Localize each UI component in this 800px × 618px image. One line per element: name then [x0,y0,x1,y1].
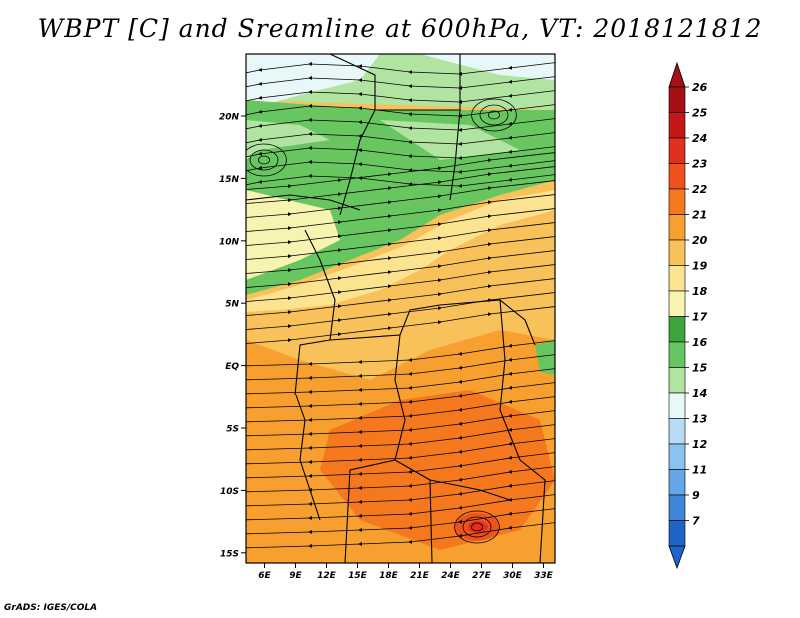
streamline [246,103,555,118]
colorbar-segment [668,469,686,496]
colorbar-label: 26 [692,81,708,94]
colorbar-label: 12 [692,438,708,451]
streamline [246,306,555,344]
colorbar-segment [668,188,686,215]
colorbar-label: 15 [692,362,708,375]
colorbar-segment [668,214,686,241]
colorbar-label: 13 [692,413,708,426]
colorbar-segment [668,367,686,394]
colorbar-segment [668,163,686,190]
streamline [246,61,555,76]
map-frame [245,53,556,564]
colorbar-label: 9 [692,489,700,502]
colorbar-segment [668,443,686,470]
lon-tick-label: 27E [472,571,492,581]
colorbar-label: 20 [692,234,708,247]
vortex-ring [246,143,287,177]
colorbar-segment [668,239,686,266]
lat-tick-label: 10S [220,487,239,497]
streamline [246,145,555,160]
lat-tick-label: 5N [225,300,239,310]
lat-tick-label: 5S [226,425,239,435]
lon-tick-label: 15E [348,571,368,581]
country-borders [246,54,546,563]
colorbar-label: 14 [692,387,707,400]
lon-tick-label: 18E [379,571,399,581]
colorbar-segment [668,392,686,419]
colorbar-label: 19 [692,260,708,273]
streamline [246,89,555,104]
colorbar-label: 16 [692,336,708,349]
streamline [246,522,555,549]
vortex-ring [462,516,492,538]
colorbar: 26 25 24 23 22 21 20 19 18 17 16 15 14 13 12 11 9 7 [668,61,708,570]
streamlines [246,61,555,549]
lon-tick-label: 21E [410,571,430,581]
vortex-ring [487,110,500,120]
colorbar-segment [668,290,686,317]
vortex-ring [249,149,279,171]
longitude-axis: 6E 9E 12E 15E 18E 21E 24E 27E 30E 33E [258,563,554,581]
lon-tick-label: 33E [534,571,554,581]
vortex-ring [479,104,509,126]
lon-tick-label: 9E [289,571,302,581]
colorbar-label: 25 [692,107,708,120]
colorbar-label: 23 [692,158,708,171]
colorbar-label: 21 [692,209,707,222]
colorbar-label: 7 [692,515,700,528]
colorbar-label: 24 [692,132,707,145]
lat-tick-label: 15N [219,175,240,185]
lon-tick-label: 30E [503,571,523,581]
streamline [246,75,555,90]
vortex-ring [257,155,270,165]
footer-credit: GrADS: IGES/COLA [4,603,98,613]
streamline [246,117,555,132]
colorbar-label: 18 [692,285,708,298]
latitude-axis: 20N 15N 10N 5N EQ 5S 10S 15S [219,113,246,559]
lon-tick-label: 6E [258,571,271,581]
colorbar-label: 17 [692,311,708,324]
lat-tick-label: 15S [220,549,239,559]
streamline [246,131,555,146]
colorbar-segment [668,341,686,368]
colorbar-segment [668,418,686,445]
lat-tick-label: EQ [225,362,239,372]
colorbar-segment [668,86,686,113]
lat-tick-label: 20N [219,113,240,123]
lat-tick-label: 10N [219,237,240,247]
vortex-ring [471,98,517,132]
colorbar-segment [668,494,686,521]
vortex-ring [470,522,483,532]
colorbar-segment [668,520,686,547]
colorbar-top-arrow [668,61,686,88]
colorbar-bottom-arrow [668,545,686,570]
lon-tick-label: 24E [441,571,461,581]
colorbar-segment [668,316,686,343]
colorbar-segment [668,137,686,164]
lon-tick-label: 12E [317,571,337,581]
map-title: WBPT [C] and Sreamline at 600hPa, VT: 20… [37,14,763,43]
vortex-ring [454,510,500,544]
colorbar-segment [668,265,686,292]
colorbar-label: 11 [692,464,707,477]
colorbar-segment [668,112,686,139]
colorbar-label: 22 [692,183,708,196]
